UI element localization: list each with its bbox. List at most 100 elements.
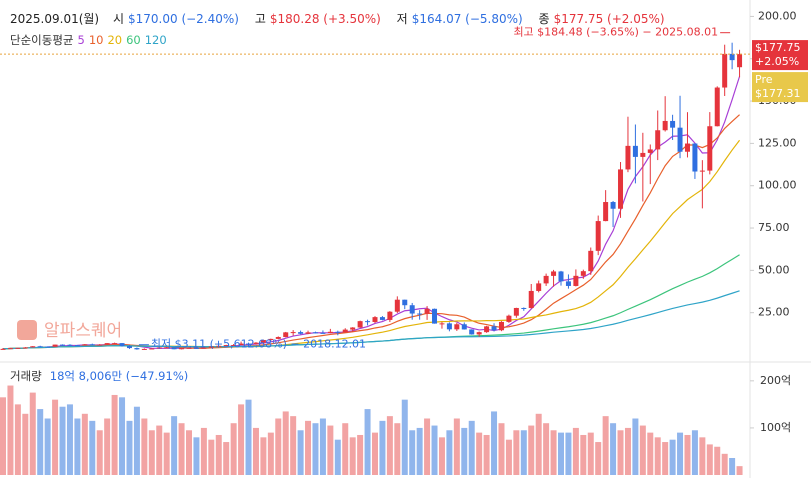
candle-body: [179, 348, 185, 350]
volume-bar: [662, 442, 669, 475]
volume-bar: [520, 430, 527, 475]
volume-bar: [677, 432, 684, 475]
candle-body: [536, 283, 542, 291]
label: 고: [254, 12, 266, 26]
candle-body: [67, 344, 73, 346]
volume-bar: [342, 423, 349, 475]
candle-body: [97, 344, 103, 346]
volume-bar: [394, 423, 401, 475]
moving-average: [2, 114, 740, 350]
candle-body: [513, 307, 519, 316]
candle-body: [424, 308, 430, 314]
candle-body: [387, 311, 393, 320]
label: 시: [112, 12, 124, 26]
volume-bar: [736, 466, 743, 475]
volume-bar: [558, 432, 564, 475]
candle-body: [312, 332, 318, 334]
volume-bar: [624, 427, 631, 475]
volume-bar: [714, 446, 721, 475]
candle-body: [618, 169, 624, 209]
candle-body: [193, 347, 199, 349]
candle-body: [89, 344, 95, 346]
candle-body: [640, 152, 646, 157]
high: $180.28 (+3.50%): [269, 12, 381, 26]
candle-body: [461, 324, 467, 330]
volume-bar: [89, 420, 96, 475]
volume-bar: [550, 430, 557, 475]
candle-body: [283, 332, 289, 338]
volume-bar: [111, 394, 118, 475]
label: 저: [396, 12, 408, 26]
moving-average: [2, 290, 740, 350]
volume-bar: [163, 432, 170, 475]
volume-bar: [572, 427, 579, 475]
volume-bar: [691, 430, 698, 475]
candle-body: [268, 338, 274, 340]
volume-bar: [81, 413, 88, 475]
candle-body: [632, 145, 638, 157]
volume-bar: [126, 420, 133, 475]
volume-bar: [364, 409, 371, 475]
volume-bar: [491, 411, 498, 475]
candle-body: [246, 343, 252, 345]
date: 2025.09.01(월): [10, 12, 100, 26]
ma-period: 60: [126, 33, 141, 47]
candle-body: [119, 343, 125, 347]
volume-bar: [22, 413, 29, 475]
candle-body: [432, 308, 438, 324]
candle-body: [565, 281, 571, 286]
volume-bar: [148, 430, 155, 475]
y-tick-label: 100억: [760, 421, 791, 434]
price-tag: [752, 40, 808, 71]
pre-label: Pre: [755, 73, 773, 86]
candle-body: [342, 329, 348, 333]
candle-body: [476, 332, 482, 335]
candle-body: [677, 127, 683, 152]
volume-bar: [260, 437, 267, 475]
volume-bar: [654, 437, 661, 475]
candle-body: [446, 323, 452, 330]
volume-bar: [729, 458, 736, 475]
volume-bar: [200, 427, 207, 475]
label: 종: [538, 12, 550, 26]
y-tick-label: 100.00: [758, 179, 797, 192]
volume-bar: [133, 406, 140, 475]
volume-bar: [52, 399, 59, 475]
candle-body: [409, 305, 415, 314]
candle-body: [498, 321, 504, 331]
volume-bar: [267, 432, 274, 475]
candle-body: [647, 149, 653, 153]
volume-bar: [7, 385, 14, 475]
volume-bar: [639, 425, 646, 475]
watermark-icon: [17, 320, 37, 340]
candle-body: [699, 170, 705, 172]
candle-body: [491, 326, 497, 331]
volume-bar: [632, 418, 639, 475]
volume-title: 거래량 18억 8,006만 (−47.91%): [10, 368, 188, 384]
high-annotation: 최고 $184.48 (−3.65%) − 2025.08.01: [513, 26, 718, 39]
candle-body: [30, 346, 36, 348]
volume-bar: [96, 430, 103, 475]
volume-bar: [312, 423, 319, 475]
y-tick-label: 50.00: [758, 263, 790, 276]
volume-bar: [617, 430, 624, 475]
candle-body: [201, 347, 207, 349]
volume-bar: [453, 418, 460, 475]
volume-bar: [349, 437, 356, 475]
candle-body: [104, 343, 110, 345]
candle-body: [737, 54, 743, 68]
candle-body: [112, 343, 118, 345]
candle-body: [543, 275, 549, 284]
ohlc-header: 2025.09.01(월) 시 $170.00 (−2.40%) 고 $180.28…: [10, 10, 669, 27]
candle-body: [692, 143, 698, 172]
volume-bar: [66, 404, 73, 475]
volume-bar: [290, 416, 297, 475]
candle-body: [149, 348, 155, 350]
candle-body: [439, 323, 445, 325]
y-tick-label: 200억: [760, 374, 791, 387]
candle-body: [558, 271, 564, 282]
volume-bar: [245, 399, 252, 475]
volume-bar: [431, 425, 438, 475]
candle-body: [402, 299, 408, 306]
